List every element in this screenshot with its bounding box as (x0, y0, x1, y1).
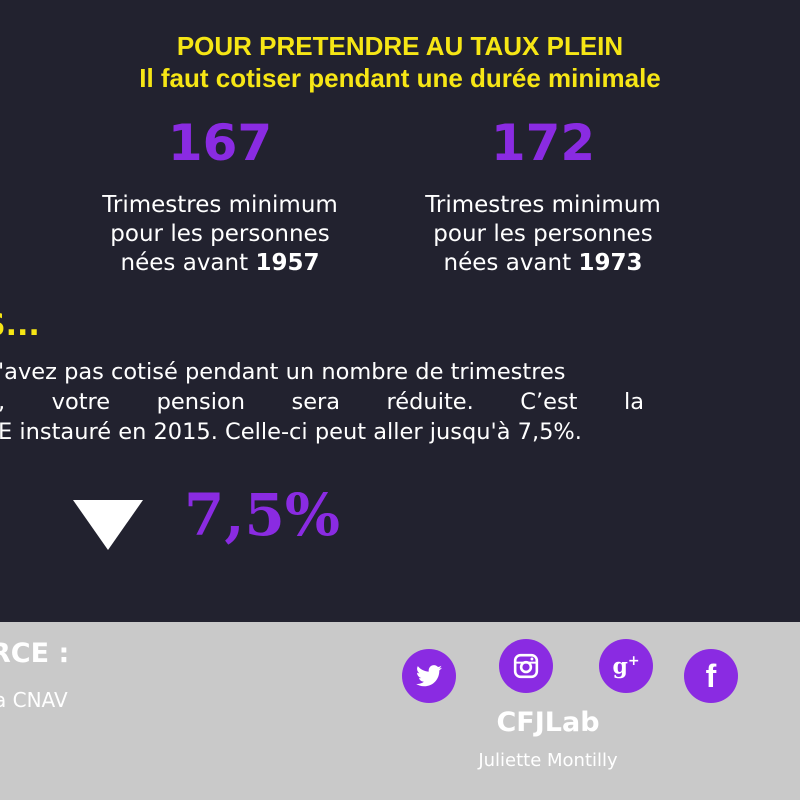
headline-subtitle: Il faut cotiser pendant une durée minima… (139, 63, 661, 93)
paragraph-word: sera (291, 389, 341, 415)
down-triangle-icon (73, 500, 143, 550)
source-text: a CNAV (0, 688, 68, 712)
stat-number: 167 (167, 114, 273, 172)
paragraph-word: , (0, 387, 5, 417)
paragraph-word: réduite. (386, 389, 474, 415)
author-name: Juliette Montilly (478, 750, 618, 771)
facebook-icon[interactable]: f (684, 649, 738, 703)
stat-desc-line: Trimestres minimum (102, 192, 338, 218)
instagram-icon[interactable] (499, 639, 553, 693)
stat-desc-line: Trimestres minimum (425, 192, 661, 218)
paragraph-line: E instauré en 2015. Celle-ci peut aller … (0, 419, 582, 445)
stat-block-1973: 172 Trimestres minimum pour les personne… (395, 115, 691, 278)
stat-desc-line: pour les personnes (433, 221, 653, 247)
paragraph-word: C’est (520, 389, 578, 415)
stat-desc-line: nées avant 1957 (72, 249, 368, 278)
stat-desc-prefix: nées avant (443, 250, 579, 276)
stat-desc-line: nées avant 1973 (395, 249, 691, 278)
decrease-percentage: 7,5% (184, 481, 341, 549)
paragraph-word: la (623, 389, 644, 415)
stat-desc-line: pour les personnes (110, 221, 330, 247)
section-heading: S... (0, 308, 40, 343)
brand-name: CFJLab (496, 707, 600, 738)
paragraph-line: 'avez pas cotisé pendant un nombre de tr… (0, 359, 566, 385)
source-title: RCE : (0, 638, 70, 669)
stat-description: Trimestres minimum pour les personnes né… (395, 191, 691, 278)
stat-description: Trimestres minimum pour les personnes né… (72, 191, 368, 278)
explanation-paragraph: 'avez pas cotisé pendant un nombre de tr… (0, 357, 650, 447)
paragraph-word: votre (51, 389, 111, 415)
paragraph-word: pension (156, 389, 245, 415)
paragraph-line-justified: , votre pension sera réduite. C’est la (0, 387, 644, 417)
stat-number: 172 (490, 114, 596, 172)
google-plus-icon[interactable]: g+ (599, 639, 653, 693)
stat-desc-prefix: nées avant (120, 250, 256, 276)
stat-block-1957: 167 Trimestres minimum pour les personne… (72, 115, 368, 278)
headline-title: POUR PRETENDRE AU TAUX PLEIN (176, 31, 624, 61)
twitter-icon[interactable] (402, 649, 456, 703)
stat-year: 1957 (255, 250, 320, 276)
stat-year: 1973 (578, 250, 643, 276)
infographic-main: POUR PRETENDRE AU TAUX PLEIN Il faut cot… (0, 31, 691, 550)
footer: RCE : a CNAV g+ f CFJLab Juliette Montil… (0, 622, 800, 800)
